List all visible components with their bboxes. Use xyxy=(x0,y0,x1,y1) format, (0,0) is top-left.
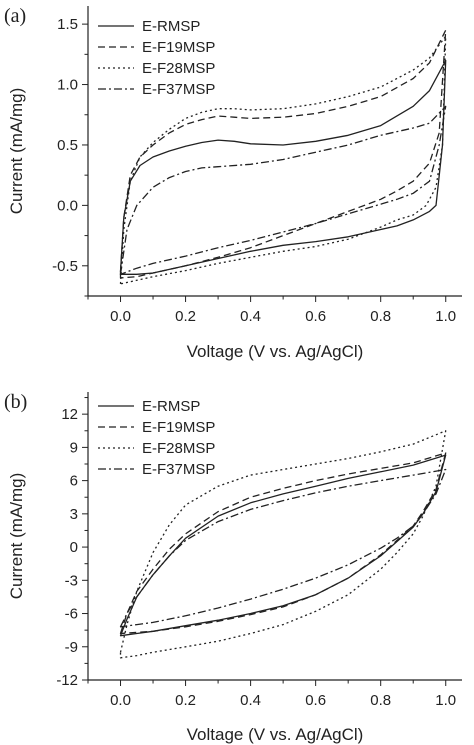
series-line-e-f28msp xyxy=(119,430,447,659)
y-axis-title: Current (mA/mg) xyxy=(7,88,26,215)
legend-label-e-rmsp: E-RMSP xyxy=(142,398,200,415)
y-tick-label: 1.0 xyxy=(57,77,78,94)
legend-label-e-f37msp: E-F37MSP xyxy=(142,81,215,98)
legend-label-e-f28msp: E-F28MSP xyxy=(142,60,215,77)
y-tick-label: -0.5 xyxy=(52,258,78,275)
series-line-e-f19msp xyxy=(119,452,447,635)
x-tick-label: 1.0 xyxy=(435,692,456,709)
series-line-e-f28msp xyxy=(119,35,447,285)
y-tick-label: 9 xyxy=(70,439,78,456)
x-tick-label: 0.4 xyxy=(240,308,261,325)
legend-label-e-rmsp: E-RMSP xyxy=(142,18,200,35)
x-tick-label: 0.0 xyxy=(110,692,131,709)
panel-label: (b) xyxy=(4,391,27,413)
x-tick-label: 0.6 xyxy=(305,308,326,325)
y-axis-title: Current (mA/mg) xyxy=(7,473,26,600)
legend-label-e-f37msp: E-F37MSP xyxy=(142,461,215,478)
y-tick-label: -6 xyxy=(65,606,78,623)
chart-panel-a: (a) 0.0 0.2 0.4 0.6 0.8 1.0 -0.5 0.0 0.5 1.0 1.5 Vol… xyxy=(4,5,462,361)
series-line-e-rmsp xyxy=(119,454,447,637)
x-tick-label: 0.4 xyxy=(240,692,261,709)
y-tick-label: 12 xyxy=(61,406,78,423)
legend-label-e-f28msp: E-F28MSP xyxy=(142,440,215,457)
y-tick-label: -9 xyxy=(65,639,78,656)
x-tick-label: 0.0 xyxy=(110,308,131,325)
x-tick-label: 0.6 xyxy=(305,692,326,709)
y-tick-label: 0 xyxy=(70,539,78,556)
y-tick-label: 1.5 xyxy=(57,16,78,33)
series-line-e-rmsp xyxy=(119,59,447,275)
x-tick-label: 0.8 xyxy=(370,692,391,709)
y-tick-label: 3 xyxy=(70,506,78,523)
series-line-e-f37msp xyxy=(119,468,447,628)
x-tick-label: 0.8 xyxy=(370,308,391,325)
x-tick-label: 1.0 xyxy=(435,308,456,325)
y-tick-label: -12 xyxy=(56,672,78,689)
y-tick-label: 6 xyxy=(70,473,78,490)
series-line-e-f37msp xyxy=(119,105,447,275)
y-tick-label: 0.0 xyxy=(57,197,78,214)
x-axis-title: Voltage (V vs. Ag/AgCl) xyxy=(187,342,364,361)
y-tick-label: -3 xyxy=(65,572,78,589)
x-axis-title: Voltage (V vs. Ag/AgCl) xyxy=(187,725,364,744)
x-tick-label: 0.2 xyxy=(175,308,196,325)
legend-label-e-f19msp: E-F19MSP xyxy=(142,419,215,436)
x-tick-label: 0.2 xyxy=(175,692,196,709)
legend-label-e-f19msp: E-F19MSP xyxy=(142,39,215,56)
series-line-e-f19msp xyxy=(119,29,447,279)
chart-panel-b: (b) 0.0 0.2 0.4 0.6 0.8 1.0 -12 -9 -6 -3 0 3 6 9 12 Volt… xyxy=(4,391,462,744)
panel-label: (a) xyxy=(4,5,26,27)
y-tick-label: 0.5 xyxy=(57,137,78,154)
